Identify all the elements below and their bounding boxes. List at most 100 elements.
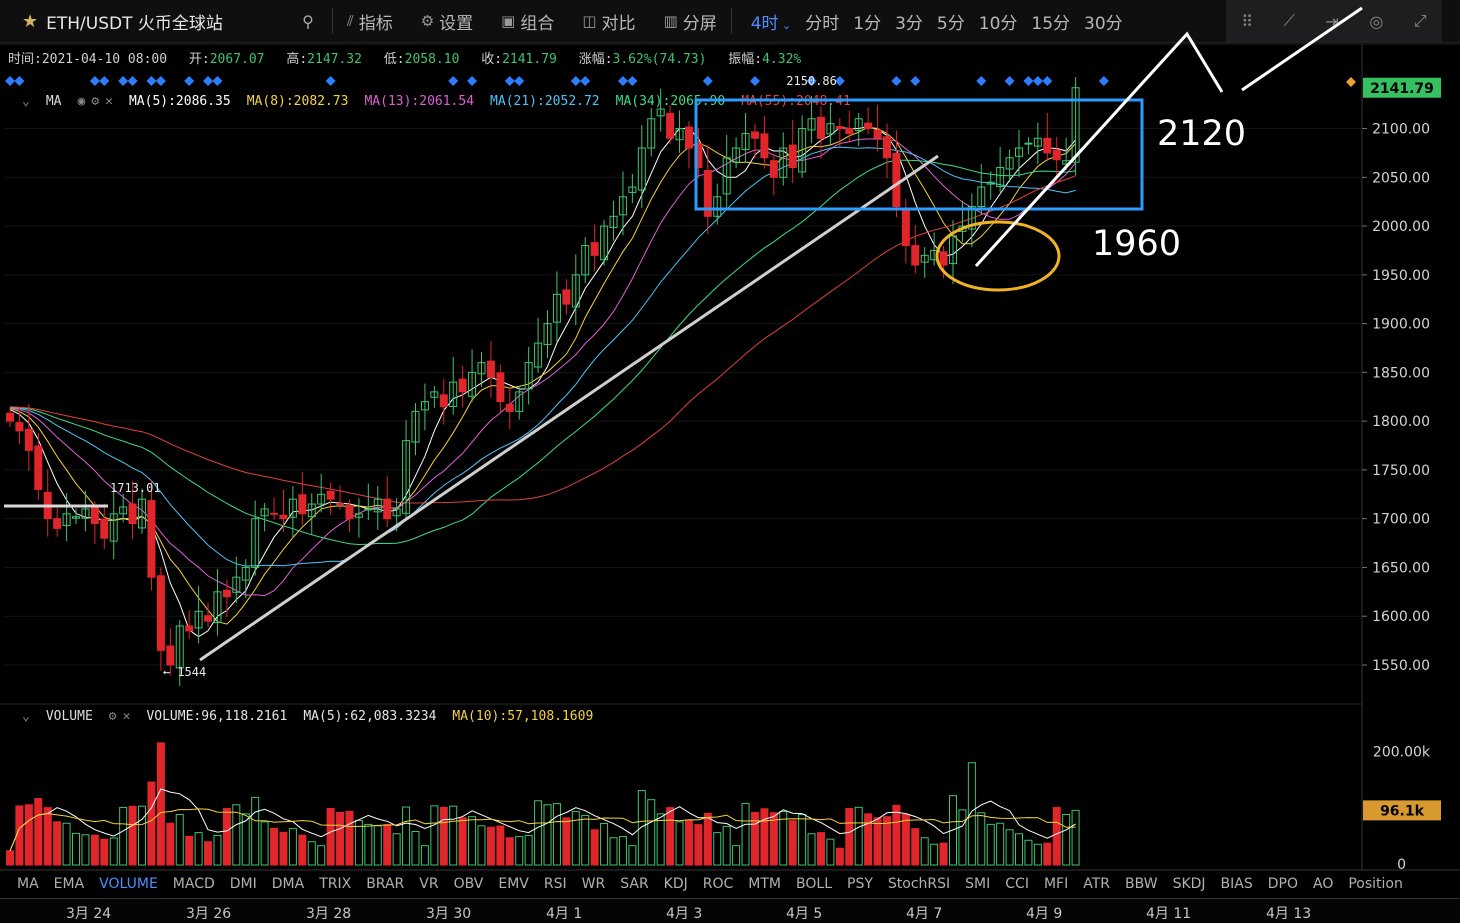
combine-button[interactable]: ▣ 组合 xyxy=(487,9,568,34)
period-10m[interactable]: 10分 xyxy=(978,13,1018,34)
ma13-line xyxy=(9,138,1076,597)
indicator-tab-dpo[interactable]: DPO xyxy=(1267,876,1298,892)
signal-diamond-icon xyxy=(14,76,25,86)
symbol-selector[interactable]: ★ ETH/USDT 火币全球站 xyxy=(0,9,284,34)
volume-bar xyxy=(307,841,316,866)
indicator-tab-dmi[interactable]: DMI xyxy=(229,876,257,892)
candle-body xyxy=(788,144,797,169)
period-30m[interactable]: 30分 xyxy=(1084,13,1123,34)
price-axis-label: 1900.00 xyxy=(1372,317,1430,333)
favorite-star-icon[interactable]: ★ xyxy=(22,10,39,32)
indicator-tab-mfi[interactable]: MFI xyxy=(1043,876,1069,892)
candle-body xyxy=(185,625,194,632)
period-15m[interactable]: 15分 xyxy=(1031,13,1071,34)
indicator-tab-wr[interactable]: WR xyxy=(581,876,606,892)
signal-diamond-icon xyxy=(976,76,987,86)
screenshot-icon[interactable]: ◎ xyxy=(1369,11,1384,31)
settings-button[interactable]: ⚙ 设置 xyxy=(407,9,487,34)
indicator-tab-volume[interactable]: VOLUME xyxy=(99,876,158,892)
volume-bar xyxy=(732,845,741,866)
volume-bar xyxy=(788,820,797,866)
indicator-tab-mtm[interactable]: MTM xyxy=(748,876,782,892)
price-axis-label: 1700.00 xyxy=(1372,512,1430,528)
fullscreen-icon[interactable]: ⤢ xyxy=(1413,11,1427,30)
indicator-tab-ao[interactable]: AO xyxy=(1313,876,1334,892)
indicator-tab-psy[interactable]: PSY xyxy=(847,876,873,892)
time-value: 2021-04-10 08:00 xyxy=(41,52,168,67)
volume-bar xyxy=(1071,809,1080,866)
volume-axis-label: 200.00k xyxy=(1373,744,1431,760)
indicator-button[interactable]: ⫽ 指标 xyxy=(333,9,407,34)
indicator-tab-smi[interactable]: SMI xyxy=(965,876,991,892)
volume-bar xyxy=(373,825,382,866)
indicator-tab-emv[interactable]: EMV xyxy=(498,876,529,892)
eye-icon[interactable]: ◉ xyxy=(77,94,86,109)
indicator-tab-boll[interactable]: BOLL xyxy=(796,876,832,892)
indicator-tab-ma[interactable]: MA xyxy=(17,876,39,892)
line-tool-icon[interactable]: ⟋ xyxy=(1283,11,1295,30)
period-5m[interactable]: 5分 xyxy=(936,13,965,34)
collapse-chevron-icon[interactable]: ⌄ xyxy=(22,709,30,724)
combine-label: 组合 xyxy=(520,13,555,34)
high-marker-label: 2150.86 xyxy=(786,74,837,88)
date-axis-label: 4月 9 xyxy=(1026,906,1063,922)
open-label: 开: xyxy=(188,52,210,67)
collapse-chevron-icon[interactable]: ⌄ xyxy=(22,94,30,109)
split-screen-button[interactable]: ▥ 分屏 xyxy=(650,9,731,34)
indicator-tab-skdj[interactable]: SKDJ xyxy=(1172,876,1206,892)
candle-body xyxy=(637,147,646,191)
high-value: 2147.32 xyxy=(307,52,362,67)
candle-body xyxy=(741,132,750,150)
candle-body xyxy=(6,412,14,422)
indicator-tab-cci[interactable]: CCI xyxy=(1005,876,1029,892)
indicator-tab-trix[interactable]: TRIX xyxy=(319,876,352,892)
indicator-tab-kdj[interactable]: KDJ xyxy=(663,876,688,892)
indicator-tab-obv[interactable]: OBV xyxy=(453,876,484,892)
period-3m[interactable]: 3分 xyxy=(895,13,923,34)
gear-icon[interactable]: ⚙ xyxy=(108,709,117,724)
indicator-tab-bbw[interactable]: BBW xyxy=(1125,876,1158,892)
search-icon[interactable]: ⚲ xyxy=(302,11,314,31)
volume-bar xyxy=(232,804,241,866)
candle-body xyxy=(807,118,816,131)
indicator-tab-atr[interactable]: ATR xyxy=(1083,876,1110,892)
indicator-tab-macd[interactable]: MACD xyxy=(172,876,215,892)
trendline xyxy=(199,154,939,662)
period-4h-dropdown[interactable]: 4时 ⌄ xyxy=(744,9,799,34)
ma55-line xyxy=(9,175,1076,504)
drag-handle-icon[interactable]: ⠿ xyxy=(1241,11,1253,31)
indicator-tab-brar[interactable]: BRAR xyxy=(366,876,405,892)
amplitude-value: 4.32% xyxy=(762,52,802,67)
indicator-tab-sar[interactable]: SAR xyxy=(620,876,649,892)
candle-body xyxy=(675,128,684,141)
indicator-tab-rsi[interactable]: RSI xyxy=(543,876,567,892)
indicator-tab-dma[interactable]: DMA xyxy=(271,876,305,892)
period-1m[interactable]: 1分 xyxy=(853,13,882,34)
candle-body xyxy=(505,404,514,412)
volume-bar xyxy=(722,825,731,866)
volume-bar xyxy=(807,833,816,866)
volume-bar xyxy=(364,823,373,866)
indicator-tab-position[interactable]: Position xyxy=(1348,876,1403,892)
volume-bar xyxy=(618,836,627,866)
gear-icon[interactable]: ⚙ xyxy=(91,94,100,109)
volume-bar xyxy=(439,806,448,866)
volume-bar xyxy=(156,742,165,866)
period-timeline[interactable]: 分时 xyxy=(805,13,840,34)
close-icon[interactable]: ✕ xyxy=(122,709,131,724)
volume-bar xyxy=(175,813,184,866)
volume-bar xyxy=(958,809,967,866)
indicator-tab-bias[interactable]: BIAS xyxy=(1220,876,1253,892)
indicator-tab-roc[interactable]: ROC xyxy=(702,876,734,892)
close-icon[interactable]: ✕ xyxy=(105,94,113,109)
indicator-tab-vr[interactable]: VR xyxy=(419,876,439,892)
candle-body xyxy=(826,123,835,135)
candle-body xyxy=(204,615,213,622)
indicator-tab-stochrsi[interactable]: StochRSI xyxy=(887,876,951,892)
volume-bar xyxy=(552,803,561,866)
ma21-label: MA(21):2052.72 xyxy=(490,94,600,109)
compare-button[interactable]: ◫ 对比 xyxy=(568,9,649,34)
indicator-tab-ema[interactable]: EMA xyxy=(53,876,85,892)
open-value: 2067.07 xyxy=(209,52,265,67)
